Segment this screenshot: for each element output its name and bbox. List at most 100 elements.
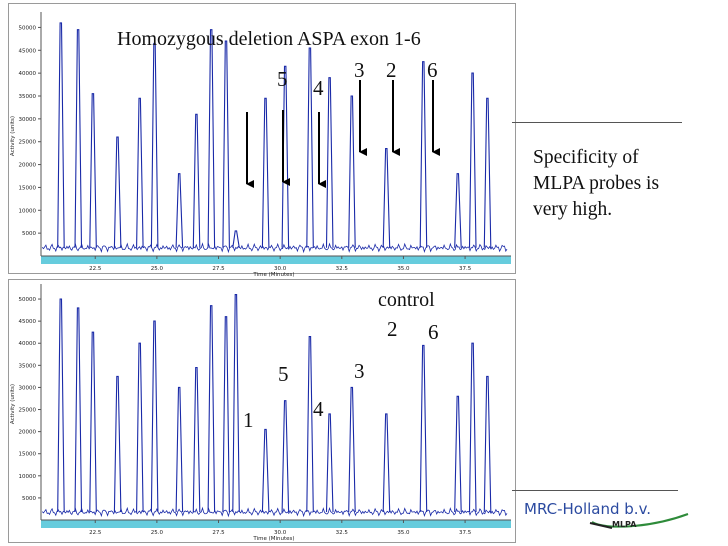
y-tick-label: 30000: [19, 117, 37, 123]
peak-21: [483, 97, 492, 248]
peak-12: [261, 428, 270, 513]
top-probe-label-6: 6: [427, 58, 438, 82]
peak-17: [382, 148, 391, 248]
specificity-note: Specificity of MLPA probes is very high.: [533, 147, 660, 220]
x-tick-label: 25.0: [151, 266, 164, 272]
bottom-divider-line: [512, 490, 678, 491]
peak-7: [175, 386, 184, 513]
peak-20: [468, 342, 477, 513]
mrc-holland-logo: MRC-Holland b.v.: [524, 500, 652, 518]
peak-17: [382, 413, 391, 513]
y-tick-label: 35000: [19, 94, 37, 100]
peak-4: [113, 136, 122, 248]
x-axis-label: Time (Minutes): [252, 272, 294, 278]
peak-1: [57, 22, 65, 248]
y-axis-label: Activity (units): [10, 116, 16, 156]
bottom-probe-label-6: 6: [428, 320, 439, 344]
x-tick-label: 27.5: [212, 530, 225, 536]
y-tick-label: 25000: [19, 140, 37, 146]
peak-9: [207, 305, 216, 513]
peak-2: [74, 29, 83, 248]
top-probe-label-2: 2: [386, 58, 397, 82]
logo-swoosh-dark: [589, 522, 613, 529]
peak-6: [150, 320, 159, 513]
peak-13: [281, 400, 290, 513]
peak-16: [348, 386, 356, 513]
top-electropherogram: 5000 10000 15000 20000 25000 30000 35000 40000 4…: [8, 3, 516, 278]
peak-21: [483, 375, 492, 513]
bottom-chart-title: control: [378, 289, 435, 311]
x-tick-label: 32.5: [336, 266, 349, 272]
bottom-chart-svg: 5000 10000 15000 20000 25000 30000 35000 40000 4…: [10, 284, 511, 542]
y-tick-label: 10000: [19, 208, 37, 214]
baseline-trace: [41, 506, 508, 518]
peak-15: [325, 413, 334, 513]
top-probe-label-3: 3: [354, 58, 365, 82]
peak-15: [325, 77, 334, 248]
peak-4: [113, 375, 122, 513]
bottom-probe-label-3: 3: [354, 359, 365, 383]
bottom-probe-label-2: 2: [387, 317, 398, 341]
top-chart-svg: 5000 10000 15000 20000 25000 30000 35000 40000 4…: [10, 12, 511, 278]
y-tick-label: 35000: [19, 363, 37, 369]
top-probe-label-5: 5: [277, 67, 288, 91]
peak-3: [89, 331, 97, 513]
peak-11: [232, 230, 240, 248]
peak-12: [261, 97, 270, 248]
peak-5: [136, 342, 144, 513]
peak-2: [74, 307, 83, 513]
peak-8: [192, 113, 201, 248]
x-tick-label: 30.0: [274, 266, 287, 272]
bottom-electropherogram: 5000 10000 15000 20000 25000 30000 35000 40000 4…: [8, 279, 516, 543]
bottom-probe-label-5: 5: [278, 362, 289, 386]
y-tick-label: 50000: [19, 25, 37, 31]
peak-16: [348, 95, 356, 248]
peak-9: [207, 29, 216, 248]
x-axis-band: [41, 520, 511, 528]
x-tick-label: 22.5: [89, 266, 102, 272]
y-tick-label: 5000: [22, 496, 36, 502]
bottom-probe-label-4: 4: [313, 397, 324, 421]
y-tick-label: 10000: [19, 474, 37, 480]
x-tick-label: 22.5: [89, 530, 102, 536]
y-axis-label: Activity (units): [10, 384, 16, 424]
peak-18: [419, 61, 428, 248]
peak-11: [232, 294, 240, 513]
peak-14: [306, 47, 314, 248]
y-tick-label: 5000: [22, 231, 36, 237]
peak-19: [454, 173, 462, 248]
baseline-trace: [41, 242, 508, 254]
peak-1: [57, 298, 65, 513]
x-tick-label: 25.0: [151, 530, 164, 536]
y-tick-label: 25000: [19, 408, 37, 414]
y-tick-label: 30000: [19, 385, 37, 391]
peak-14: [306, 336, 314, 513]
y-tick-label: 50000: [19, 297, 37, 303]
y-tick-label: 20000: [19, 163, 37, 169]
peak-5: [136, 97, 144, 248]
x-tick-label: 30.0: [274, 530, 287, 536]
peak-3: [89, 93, 97, 248]
top-probe-label-4: 4: [313, 76, 324, 100]
x-tick-label: 32.5: [336, 530, 349, 536]
peak-10: [222, 40, 230, 248]
x-axis-label: Time (Minutes): [252, 536, 294, 542]
peak-7: [175, 173, 184, 248]
peak-18: [419, 344, 428, 513]
top-chart-title: Homozygous deletion ASPA exon 1-6: [117, 28, 421, 50]
top-divider-line: [512, 122, 682, 123]
x-tick-label: 27.5: [212, 266, 225, 272]
x-tick-label: 35.0: [397, 266, 410, 272]
mlpa-logo-text: MLPA: [612, 520, 637, 529]
x-axis-band: [41, 256, 511, 264]
x-tick-label: 35.0: [397, 530, 410, 536]
peak-8: [192, 366, 201, 513]
bottom-probe-label-1: 1: [243, 408, 254, 432]
peak-13: [281, 65, 290, 248]
x-tick-label: 37.5: [459, 266, 472, 272]
y-tick-label: 15000: [19, 185, 37, 191]
peak-10: [222, 316, 230, 513]
x-tick-label: 37.5: [459, 530, 472, 536]
y-tick-label: 45000: [19, 319, 37, 325]
peak-20: [468, 72, 477, 248]
